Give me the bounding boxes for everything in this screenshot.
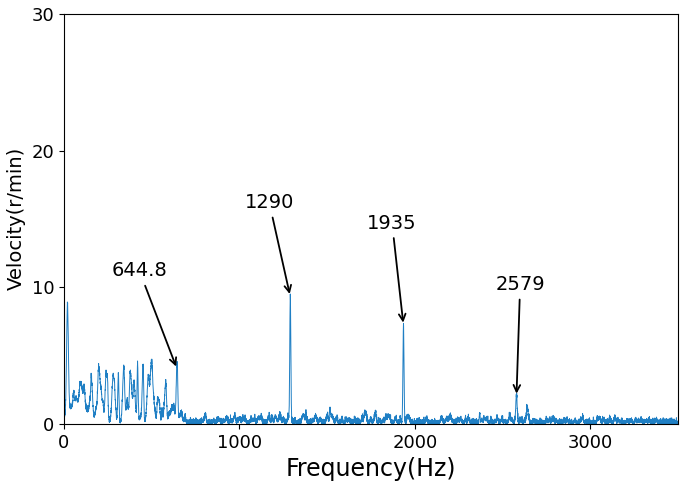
X-axis label: Frequency(Hz): Frequency(Hz) — [286, 457, 456, 481]
Text: 2579: 2579 — [495, 275, 545, 392]
Y-axis label: Velocity(r/min): Velocity(r/min) — [7, 147, 26, 290]
Text: 1935: 1935 — [367, 214, 417, 321]
Text: 644.8: 644.8 — [112, 262, 176, 365]
Text: 1290: 1290 — [245, 193, 294, 292]
